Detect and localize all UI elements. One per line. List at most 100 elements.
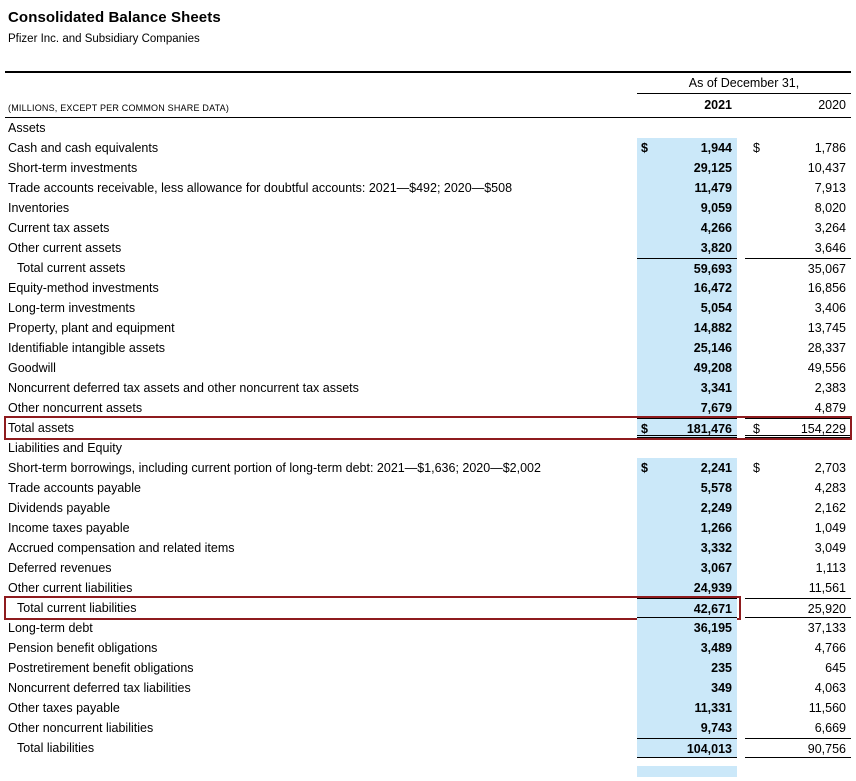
table-row: Pension benefit obligations 3,489 4,766 xyxy=(5,638,851,658)
value-2020: 154,229 xyxy=(800,422,846,436)
table-body: Assets Cash and cash equivalents $1,944 $1,… xyxy=(4,118,852,758)
table-row: Other noncurrent liabilities 9,743 6,669 xyxy=(5,718,851,738)
row-header-note: (MILLIONS, EXCEPT PER COMMON SHARE DATA) xyxy=(8,103,230,113)
table-row: Goodwill 49,208 49,556 xyxy=(5,358,851,378)
row-label: Pension benefit obligations xyxy=(8,641,158,655)
value-2021: 49,208 xyxy=(693,361,732,375)
table-row: Accrued compensation and related items 3,… xyxy=(5,538,851,558)
dollar-sign-2020: $ xyxy=(753,461,760,475)
value-2021: 235 xyxy=(711,661,732,675)
value-2020: 37,133 xyxy=(807,621,846,635)
table-row: Property, plant and equipment 14,882 13,74… xyxy=(5,318,851,338)
value-2020: 4,766 xyxy=(814,641,846,655)
value-2020: 7,913 xyxy=(814,181,846,195)
table-row: Income taxes payable 1,266 1,049 xyxy=(5,518,851,538)
dollar-sign-2020 xyxy=(745,158,765,178)
value-2020: 2,703 xyxy=(814,461,846,475)
value-2020: 4,283 xyxy=(814,481,846,495)
balance-sheet-table: As of December 31, (MILLIONS, EXCEPT PER… xyxy=(4,71,852,777)
row-label: Total current assets xyxy=(17,261,126,275)
table-row: Inventories 9,059 8,020 xyxy=(5,198,851,218)
value-2021: 25,146 xyxy=(693,341,732,355)
dollar-sign-2021 xyxy=(637,218,653,238)
table-row: Total assets $181,476 $154,229 xyxy=(4,416,852,440)
dollar-sign-2021 xyxy=(637,298,653,318)
value-2020: 2,383 xyxy=(814,381,846,395)
row-label: Short-term investments xyxy=(8,161,138,175)
row-label: Accrued compensation and related items xyxy=(8,541,235,555)
table-row: Trade accounts payable 5,578 4,283 xyxy=(5,478,851,498)
dollar-sign-2021 xyxy=(637,198,653,218)
value-2020: 645 xyxy=(825,661,846,675)
value-2020: 25,920 xyxy=(807,602,846,616)
table-row: Postretirement benefit obligations 235 645 xyxy=(5,658,851,678)
year-header-row: (MILLIONS, EXCEPT PER COMMON SHARE DATA)… xyxy=(5,94,851,118)
highlight-column-strip xyxy=(637,766,737,777)
dollar-sign-2020 xyxy=(745,558,765,578)
dollar-sign-2021 xyxy=(637,378,653,398)
dollar-sign-2021 xyxy=(637,658,653,678)
value-2021: 16,472 xyxy=(693,281,732,295)
value-2020: 1,786 xyxy=(814,141,846,155)
row-label: Noncurrent deferred tax liabilities xyxy=(8,681,191,695)
row-label: Total current liabilities xyxy=(17,601,137,615)
value-2021: 5,578 xyxy=(700,481,732,495)
dollar-sign-2020 xyxy=(745,398,765,418)
value-2021: 2,241 xyxy=(700,461,732,475)
value-2020: 16,856 xyxy=(807,281,846,295)
table-row: Deferred revenues 3,067 1,113 xyxy=(5,558,851,578)
row-label: Other noncurrent liabilities xyxy=(8,721,154,735)
value-2021: 4,266 xyxy=(700,221,732,235)
value-2021: 7,679 xyxy=(700,401,732,415)
dollar-sign-2020 xyxy=(745,518,765,538)
dollar-sign-2020 xyxy=(745,498,765,518)
value-2021: 59,693 xyxy=(693,262,732,276)
row-label: Trade accounts receivable, less allowanc… xyxy=(8,181,513,195)
dollar-sign-2021 xyxy=(637,358,653,378)
header-spacer xyxy=(5,73,637,94)
row-label: Total liabilities xyxy=(17,741,95,755)
table-row: Noncurrent deferred tax liabilities 349 4,… xyxy=(5,678,851,698)
dollar-sign-2020 xyxy=(745,538,765,558)
row-label: Property, plant and equipment xyxy=(8,321,175,335)
dollar-sign-2021: $ xyxy=(641,461,648,475)
row-label: Other current assets xyxy=(8,241,122,255)
dollar-sign-2021 xyxy=(637,638,653,658)
table-row: Dividends payable 2,249 2,162 xyxy=(5,498,851,518)
dollar-sign-2020 xyxy=(745,198,765,218)
table-row: Long-term investments 5,054 3,406 xyxy=(5,298,851,318)
page-title: Consolidated Balance Sheets xyxy=(8,9,221,26)
value-2021: 5,054 xyxy=(700,301,732,315)
dollar-sign-2020 xyxy=(745,259,765,278)
value-2021: 3,067 xyxy=(700,561,732,575)
row-label: Cash and cash equivalents xyxy=(8,141,159,155)
dollar-sign-2021 xyxy=(637,318,653,338)
table-row: Long-term debt 36,195 37,133 xyxy=(5,618,851,638)
row-label: Total assets xyxy=(8,421,75,435)
dollar-sign-2020 xyxy=(745,318,765,338)
table-row: Total liabilities 104,013 90,756 xyxy=(5,738,851,758)
dollar-sign-2021 xyxy=(637,558,653,578)
dollar-sign-2021 xyxy=(637,158,653,178)
dollar-sign-2021 xyxy=(637,278,653,298)
value-2021: 9,059 xyxy=(700,201,732,215)
dollar-sign-2020: $ xyxy=(753,422,760,436)
value-2020: 3,646 xyxy=(814,241,846,255)
table-row: Other current assets 3,820 3,646 xyxy=(5,238,851,258)
value-2020: 2,162 xyxy=(814,501,846,515)
value-2020: 3,049 xyxy=(814,541,846,555)
table-row: Identifiable intangible assets 25,146 28,3… xyxy=(5,338,851,358)
row-label: Identifiable intangible assets xyxy=(8,341,166,355)
dollar-sign-2020 xyxy=(745,678,765,698)
value-2020: 1,049 xyxy=(814,521,846,535)
dollar-sign-2021 xyxy=(637,398,653,418)
dollar-sign-2020 xyxy=(745,278,765,298)
dollar-sign-2020: $ xyxy=(753,141,760,155)
row-label: Inventories xyxy=(8,201,70,215)
dollar-sign-2020 xyxy=(745,298,765,318)
row-label: Other taxes payable xyxy=(8,701,120,715)
dollar-sign-2020 xyxy=(745,378,765,398)
value-2021: 9,743 xyxy=(700,721,732,735)
dollar-sign-2021 xyxy=(637,718,653,738)
row-label: Postretirement benefit obligations xyxy=(8,661,194,675)
